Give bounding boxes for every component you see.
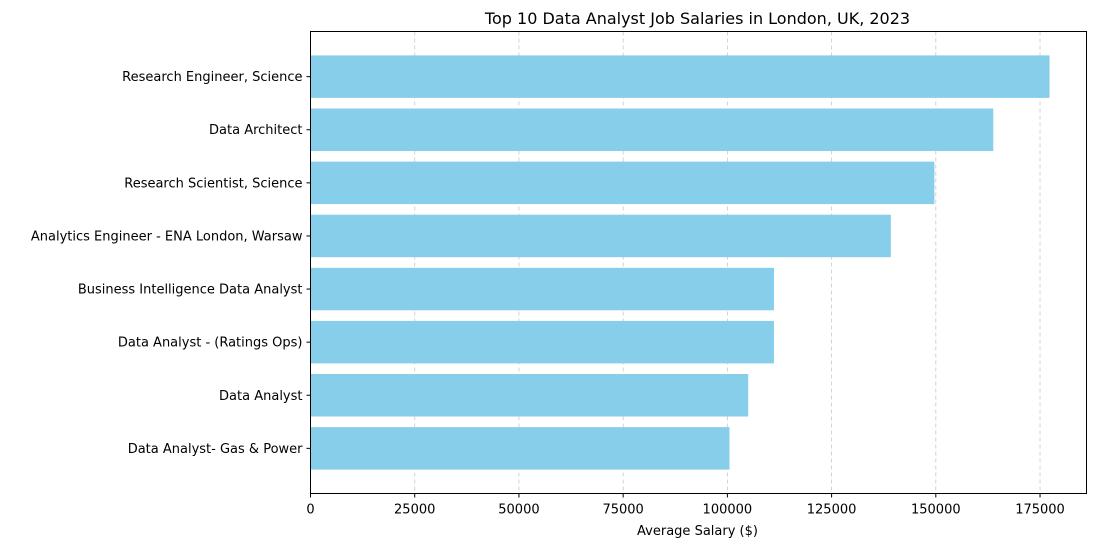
- y-tick-label: Data Analyst: [219, 389, 302, 404]
- y-tick-label: Research Scientist, Science: [124, 176, 302, 191]
- y-tick-label: Research Engineer, Science: [122, 70, 302, 85]
- y-tick-label: Data Architect: [209, 123, 302, 138]
- x-tick-label: 0: [306, 503, 314, 518]
- bar: [310, 320, 774, 364]
- x-tick-label: 50000: [498, 503, 539, 518]
- bar: [310, 214, 891, 258]
- bar: [310, 161, 935, 205]
- y-tick-label: Business Intelligence Data Analyst: [78, 283, 303, 298]
- x-tick-label: 75000: [602, 503, 643, 518]
- x-tick-label: 125000: [807, 503, 857, 518]
- bar: [310, 374, 749, 417]
- x-tick-label: 175000: [1015, 503, 1065, 518]
- x-tick-label: 100000: [703, 503, 753, 518]
- x-axis-label: Average Salary ($): [637, 524, 758, 539]
- bar: [310, 267, 774, 311]
- x-tick-label: 150000: [911, 503, 961, 518]
- bar: [310, 427, 730, 470]
- bar: [310, 108, 994, 151]
- plot-frame: [310, 31, 1087, 494]
- grid-lines: [414, 31, 1041, 494]
- y-tick-label: Data Analyst - (Ratings Ops): [118, 336, 303, 351]
- bars: [310, 55, 1050, 470]
- x-axis-ticks: 0 25000 50000 75000 100000 125000 150000 175000: [306, 493, 1065, 518]
- bar: [310, 55, 1050, 98]
- x-tick-label: 25000: [394, 503, 435, 518]
- y-tick-label: Data Analyst- Gas & Power: [128, 442, 303, 457]
- y-axis-ticks: Research Engineer, Science Data Architect…: [31, 70, 311, 457]
- y-tick-label: Analytics Engineer - ENA London, Warsaw: [31, 229, 303, 244]
- chart-title: Top 10 Data Analyst Job Salaries in Lond…: [484, 9, 910, 28]
